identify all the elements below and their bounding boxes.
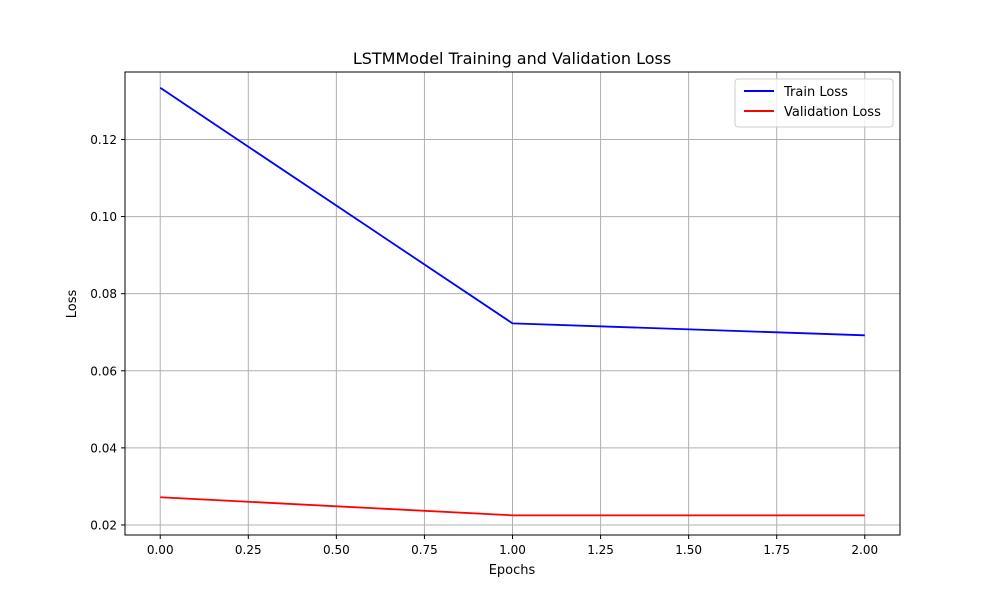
x-tick-label: 2.00	[851, 543, 878, 557]
series-lines	[159, 87, 865, 517]
legend-label-train-loss: Train Loss	[783, 85, 848, 100]
chart-title: LSTMModel Training and Validation Loss	[353, 49, 671, 68]
x-tick-label: 0.25	[235, 543, 262, 557]
legend-label-validation-loss: Validation Loss	[784, 105, 881, 120]
y-tick-label: 0.02	[90, 518, 117, 532]
y-tick-label: 0.06	[90, 364, 117, 378]
grid-lines	[125, 72, 900, 535]
series-line-train-loss	[159, 87, 865, 337]
x-axis-label: Epochs	[489, 563, 536, 578]
series-line-validation-loss	[160, 496, 865, 517]
y-tick-label: 0.12	[90, 133, 117, 147]
y-axis-label: Loss	[65, 290, 80, 319]
x-tick-label: 1.00	[499, 543, 526, 557]
x-tick-label: 1.25	[587, 543, 614, 557]
y-tick-label: 0.08	[90, 287, 117, 301]
legend-box	[734, 78, 894, 128]
x-tick-label: 1.75	[763, 543, 790, 557]
x-tick-label: 0.75	[411, 543, 438, 557]
legend: Train Loss Validation Loss	[734, 78, 894, 128]
axis-ticks: 0.00 0.25 0.50 0.75 1.00 1.25 1.50 1.75 2.00 0.02…	[90, 133, 878, 557]
x-tick-label: 1.50	[675, 543, 702, 557]
y-tick-label: 0.10	[90, 210, 117, 224]
x-tick-label: 0.00	[147, 543, 174, 557]
y-tick-label: 0.04	[90, 441, 117, 455]
x-tick-label: 0.50	[323, 543, 350, 557]
